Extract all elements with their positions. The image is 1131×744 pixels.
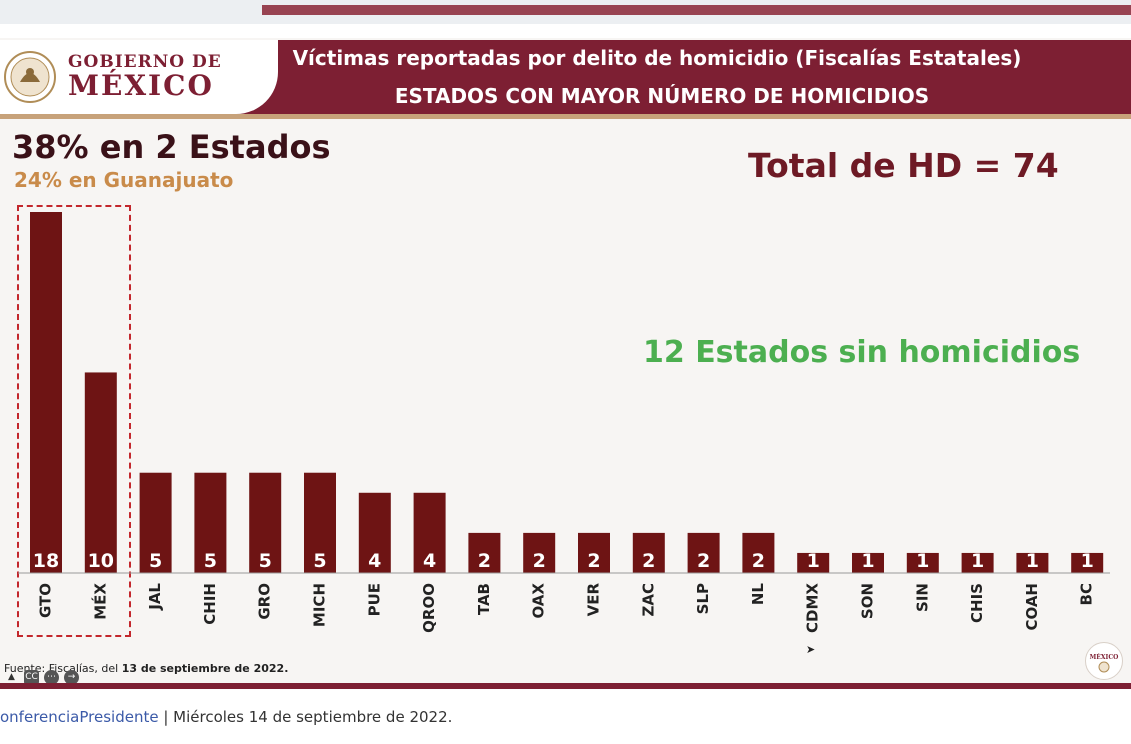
bar-gro <box>249 472 282 573</box>
bar-qroo <box>413 492 446 573</box>
bar-tab <box>468 532 501 573</box>
next-arrow-icon[interactable]: → <box>64 670 79 685</box>
data-label: 1 <box>1026 550 1039 572</box>
bar-chih <box>194 472 227 573</box>
data-label: 5 <box>149 550 162 572</box>
x-tick-label: SON <box>859 583 877 619</box>
logo-text: GOBIERNO DE MÉXICO <box>68 52 222 100</box>
header-accent-line <box>0 114 1131 119</box>
bar-nl <box>742 532 775 573</box>
bar-méx <box>84 372 117 573</box>
data-label: 2 <box>752 550 765 572</box>
footer-date: | Miércoles 14 de septiembre de 2022. <box>158 708 453 726</box>
bar-pue <box>358 492 391 573</box>
source-date: 13 de septiembre de 2022. <box>121 662 289 675</box>
x-tick-label: MÉX <box>90 583 109 620</box>
bar-coah <box>1016 552 1049 573</box>
x-tick-label: SLP <box>694 583 712 614</box>
mexico-seal-icon <box>4 51 56 103</box>
data-label: 4 <box>423 550 436 572</box>
slide-bottom-bar <box>0 683 1131 689</box>
bar-mich <box>304 472 336 573</box>
x-tick-label: CDMX <box>804 583 822 633</box>
highlight-box <box>17 205 131 637</box>
bar-chart: 18 GTO 10 MÉX 5 JAL 5 CHIH 5 GRO 5 MICH 4 PUE 4 QROO 2 TA… <box>18 212 1110 633</box>
page-footer: onferenciaPresidente | Miércoles 14 de s… <box>0 708 452 726</box>
small-mexico-logo: MÉXICO <box>1085 642 1123 680</box>
source-prefix: Fuente: Fiscalías, del <box>4 662 122 675</box>
x-tick-label: MICH <box>311 583 329 627</box>
x-tick-label: PUE <box>365 583 383 616</box>
slide-background <box>0 38 1131 685</box>
data-label: 2 <box>587 550 600 572</box>
total-annotation: Total de HD = 74 <box>748 146 1059 185</box>
data-label: 4 <box>368 550 381 572</box>
states-without-annotation: 12 Estados sin homicidios <box>643 335 1081 370</box>
x-tick-label: CHIS <box>968 583 986 623</box>
x-tick-label: GTO <box>37 583 55 618</box>
source-note: Fuente: Fiscalías, del 13 de septiembre … <box>4 662 288 675</box>
captions-icon[interactable]: CC <box>24 670 39 685</box>
subheadline-annotation: 24% en Guanajuato <box>14 168 234 192</box>
logo-line-2: MÉXICO <box>68 69 214 102</box>
data-label: 5 <box>259 550 272 572</box>
data-label: 18 <box>33 550 59 572</box>
data-label: 5 <box>313 550 326 572</box>
data-label: 1 <box>916 550 929 572</box>
bar-son <box>852 552 884 573</box>
bar-jal <box>139 472 172 573</box>
bar-bc <box>1071 552 1104 573</box>
x-tick-label: CHIH <box>201 583 219 625</box>
bar-ver <box>578 532 610 573</box>
data-label: 2 <box>478 550 491 572</box>
data-label: 1 <box>861 550 874 572</box>
x-tick-label: COAH <box>1023 583 1041 631</box>
data-label: 1 <box>971 550 984 572</box>
data-label: 1 <box>1081 550 1094 572</box>
bar-oax <box>523 532 556 573</box>
bar-gto <box>30 212 62 573</box>
x-tick-label: OAX <box>530 583 548 619</box>
bar-slp <box>687 532 720 573</box>
x-tick-label: NL <box>749 583 767 606</box>
x-tick-label: ZAC <box>639 583 657 617</box>
chart-subtitle: ESTADOS CON MAYOR NÚMERO DE HOMICIDIOS <box>394 84 930 108</box>
x-tick-label: JAL <box>146 583 164 611</box>
bar-cdmx <box>797 552 830 573</box>
x-tick-label: BC <box>1078 583 1096 605</box>
browser-top-strip <box>0 0 1131 24</box>
x-tick-label: TAB <box>475 583 493 615</box>
data-label: 1 <box>807 550 820 572</box>
small-logo-text: MÉXICO <box>1090 653 1119 661</box>
bar-zac <box>632 532 665 573</box>
more-options-icon[interactable]: ⋯ <box>44 670 59 685</box>
x-tick-label: GRO <box>256 583 274 620</box>
data-label: 2 <box>697 550 710 572</box>
data-label: 5 <box>204 550 217 572</box>
data-label: 2 <box>533 550 546 572</box>
logo-line-1: GOBIERNO DE <box>68 52 222 72</box>
data-label: 2 <box>642 550 655 572</box>
chart-title: Víctimas reportadas por delito de homici… <box>292 46 1022 70</box>
headline-annotation: 38% en 2 Estados <box>12 128 331 166</box>
hashtag-link[interactable]: onferenciaPresidente <box>0 708 159 726</box>
x-tick-label: SIN <box>913 583 931 612</box>
mouse-cursor-icon: ➤ <box>806 643 816 656</box>
data-label: 10 <box>88 550 114 572</box>
x-tick-label: VER <box>585 583 603 617</box>
warning-icon[interactable]: ▲ <box>8 672 15 682</box>
bar-sin <box>906 552 939 573</box>
bar-chis <box>961 552 994 573</box>
x-tick-label: QROO <box>420 583 438 633</box>
video-progress-strip <box>262 5 1131 15</box>
